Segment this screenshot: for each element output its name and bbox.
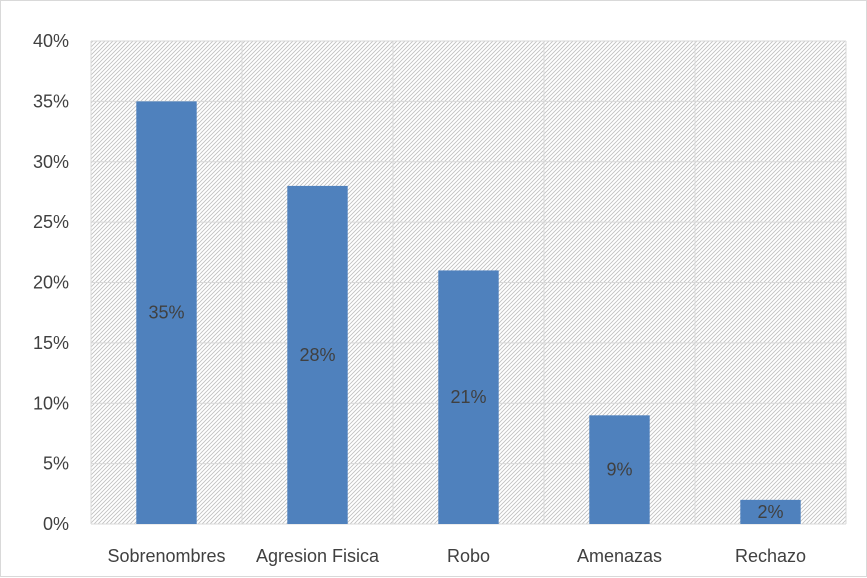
x-category-label: Amenazas [577, 546, 662, 566]
bar-agresion-fisica [287, 185, 348, 524]
x-axis-category-labels: Sobrenombres Agresion Fisica Robo Amenazas R… [107, 546, 806, 566]
y-tick-label: 15% [33, 333, 69, 353]
x-category-label: Rechazo [735, 546, 806, 566]
data-label: 35% [148, 303, 184, 323]
y-tick-label: 35% [33, 91, 69, 111]
data-label: 28% [299, 345, 335, 365]
y-tick-label: 40% [33, 31, 69, 51]
y-tick-label: 10% [33, 393, 69, 413]
x-category-label: Agresion Fisica [256, 546, 380, 566]
data-label: 2% [757, 502, 783, 522]
bar-robo [438, 270, 499, 524]
y-tick-label: 25% [33, 212, 69, 232]
y-axis-tick-labels: 0% 5% 10% 15% 20% 25% 30% 35% 40% [33, 31, 69, 534]
data-label: 9% [606, 460, 632, 480]
y-tick-label: 30% [33, 152, 69, 172]
x-category-label: Robo [447, 546, 490, 566]
bar-amenazas [589, 415, 650, 524]
bar-sobrenombres [136, 101, 197, 524]
y-tick-label: 20% [33, 273, 69, 293]
data-label: 21% [450, 387, 486, 407]
bars [136, 101, 801, 524]
data-labels: 35% 28% 21% 9% 2% [148, 303, 783, 522]
x-category-label: Sobrenombres [107, 546, 225, 566]
y-tick-label: 5% [43, 454, 69, 474]
y-tick-label: 0% [43, 514, 69, 534]
bar-rechazo [740, 499, 801, 524]
